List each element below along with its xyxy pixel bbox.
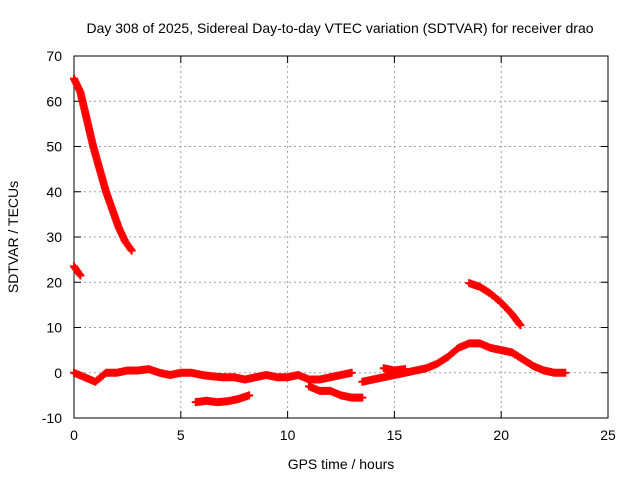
data-point [401,365,410,374]
chart-title: Day 308 of 2025, Sidereal Day-to-day VTE… [86,20,593,36]
x-tick-label: 15 [387,427,403,443]
x-axis-label: GPS time / hours [288,456,395,472]
y-tick-label: 10 [46,320,62,336]
y-tick-label: 60 [46,93,62,109]
data-point [76,271,85,280]
series-track-8 [465,279,525,330]
data-layer [70,74,570,407]
series-track-3 [70,365,356,386]
data-point [126,245,135,254]
data-point [245,391,254,400]
series-track-6 [358,339,570,386]
y-axis-label: SDTVAR / TECUs [5,181,21,293]
data-point [561,368,570,377]
series-track-5 [191,391,254,407]
data-point [516,321,525,330]
data-point [75,269,84,278]
x-tick-label: 20 [493,427,509,443]
y-tick-label: 40 [46,184,62,200]
x-tick-label: 0 [70,427,78,443]
data-point [127,246,136,255]
y-tick-label: 50 [46,139,62,155]
y-tick-label: 70 [46,48,62,64]
series-track-1 [70,74,136,255]
x-tick-label: 10 [280,427,296,443]
ticks-layer: 0 5 10 15 20 25 -10 0 10 20 30 40 50 60 70 [42,48,616,443]
series-track-4 [304,382,367,402]
data-point [515,319,524,328]
y-tick-label: -10 [42,410,62,426]
y-tick-label: 30 [46,229,62,245]
data-point [358,393,367,402]
x-tick-label: 25 [600,427,616,443]
data-point [347,368,356,377]
series-track-7 [379,364,410,375]
y-tick-label: 20 [46,274,62,290]
y-tick-label: 0 [54,365,62,381]
x-tick-label: 5 [177,427,185,443]
series-track-2 [70,262,85,280]
